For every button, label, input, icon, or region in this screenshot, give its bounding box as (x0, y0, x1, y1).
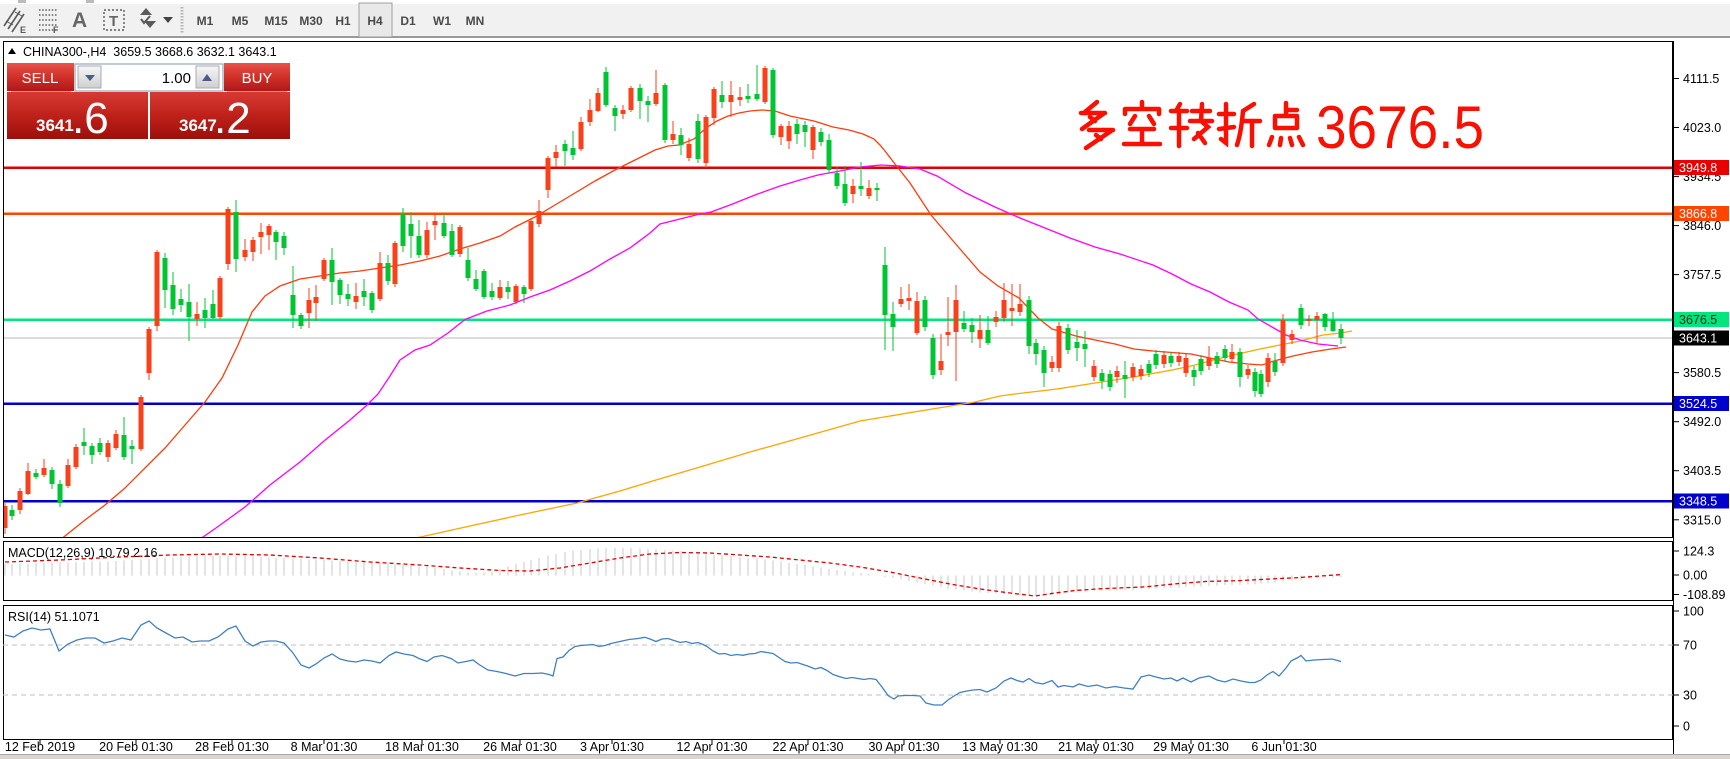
svg-text:3676.5: 3676.5 (1316, 94, 1484, 161)
svg-text:1.00: 1.00 (162, 70, 191, 87)
svg-text:18 Mar 01:30: 18 Mar 01:30 (385, 740, 459, 754)
svg-text:3647: 3647 (179, 116, 217, 135)
svg-text:CHINA300-,H4 3659.5 3668.6 36: CHINA300-,H4 3659.5 3668.6 3632.1 3643.1 (23, 45, 277, 59)
svg-text:3676.5: 3676.5 (1679, 313, 1717, 327)
svg-text:H1: H1 (335, 14, 351, 28)
svg-text:22 Apr 01:30: 22 Apr 01:30 (773, 740, 844, 754)
svg-text:26 Mar 01:30: 26 Mar 01:30 (483, 740, 557, 754)
svg-text:3580.5: 3580.5 (1683, 366, 1721, 380)
svg-text:M5: M5 (232, 14, 249, 28)
svg-text:3403.5: 3403.5 (1683, 464, 1721, 478)
svg-text:SELL: SELL (22, 70, 59, 87)
svg-text:3643.1: 3643.1 (1679, 332, 1717, 346)
svg-text:3846.0: 3846.0 (1683, 219, 1721, 233)
svg-text:0.00: 0.00 (1683, 569, 1707, 583)
svg-text:M15: M15 (264, 14, 288, 28)
svg-text:T: T (109, 13, 118, 30)
svg-text:3348.5: 3348.5 (1679, 495, 1717, 509)
svg-text:6 Jun 01:30: 6 Jun 01:30 (1251, 740, 1316, 754)
svg-text:MN: MN (466, 14, 485, 28)
svg-text:30: 30 (1683, 689, 1697, 703)
svg-text:29 May 01:30: 29 May 01:30 (1153, 740, 1229, 754)
svg-text:13 May 01:30: 13 May 01:30 (962, 740, 1038, 754)
svg-text:3492.0: 3492.0 (1683, 415, 1721, 429)
svg-text:E: E (20, 25, 26, 35)
svg-text:M30: M30 (299, 14, 323, 28)
svg-text:3 Apr 01:30: 3 Apr 01:30 (580, 740, 644, 754)
svg-text:3949.8: 3949.8 (1679, 161, 1717, 175)
svg-text:8 Mar 01:30: 8 Mar 01:30 (291, 740, 358, 754)
svg-text:RSI(14) 51.1071: RSI(14) 51.1071 (8, 610, 100, 624)
svg-text:3757.5: 3757.5 (1683, 268, 1721, 282)
svg-text:BUY: BUY (242, 70, 273, 87)
svg-text:3866.8: 3866.8 (1679, 207, 1717, 221)
svg-text:W1: W1 (433, 14, 451, 28)
svg-text:M1: M1 (197, 14, 214, 28)
svg-text:.6: .6 (72, 94, 109, 143)
svg-text:F: F (53, 25, 59, 35)
svg-text:3315.0: 3315.0 (1683, 513, 1721, 527)
svg-text:H4: H4 (367, 14, 383, 28)
svg-text:3524.5: 3524.5 (1679, 397, 1717, 411)
svg-text:20 Feb 01:30: 20 Feb 01:30 (99, 740, 173, 754)
svg-text:0: 0 (1683, 720, 1690, 734)
svg-text:21 May 01:30: 21 May 01:30 (1058, 740, 1134, 754)
svg-text:100: 100 (1683, 605, 1704, 619)
svg-text:30 Apr 01:30: 30 Apr 01:30 (869, 740, 940, 754)
svg-text:MACD(12,26,9) 10.79 2.16: MACD(12,26,9) 10.79 2.16 (8, 546, 157, 560)
svg-text:124.3: 124.3 (1683, 545, 1714, 559)
svg-text:4111.5: 4111.5 (1683, 72, 1719, 86)
svg-text:.2: .2 (214, 94, 251, 143)
svg-text:A: A (72, 9, 87, 32)
svg-text:12 Apr 01:30: 12 Apr 01:30 (677, 740, 748, 754)
svg-text:D1: D1 (400, 14, 416, 28)
svg-text:4023.0: 4023.0 (1683, 121, 1721, 135)
svg-text:3641: 3641 (36, 116, 74, 135)
svg-text:28 Feb 01:30: 28 Feb 01:30 (195, 740, 269, 754)
svg-text:70: 70 (1683, 639, 1697, 653)
svg-text:-108.89: -108.89 (1683, 588, 1725, 602)
svg-text:12 Feb 2019: 12 Feb 2019 (5, 740, 75, 754)
